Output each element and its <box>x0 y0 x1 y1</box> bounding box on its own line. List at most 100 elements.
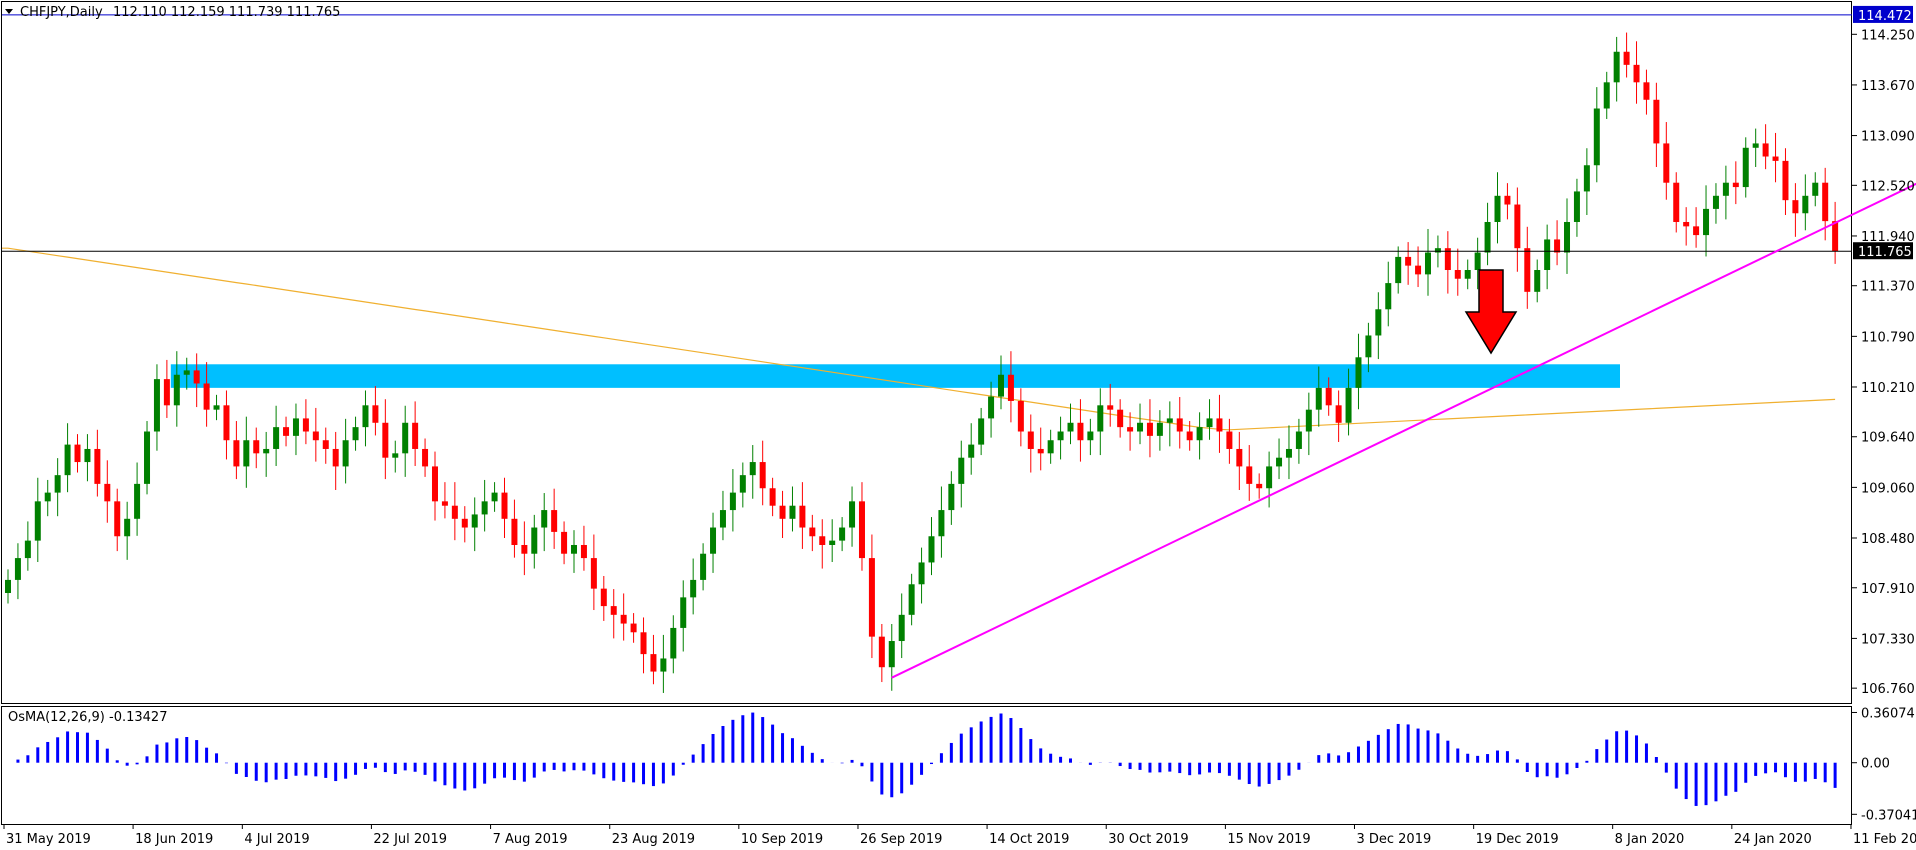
candle-body <box>14 558 21 580</box>
time-tick-label: 4 Jul 2019 <box>244 832 309 847</box>
candle-body <box>1712 195 1719 209</box>
candle-body <box>938 510 945 537</box>
candle-body <box>1196 427 1203 441</box>
time-tick-label: 22 Jul 2019 <box>373 832 447 847</box>
candle-body <box>5 579 11 594</box>
candle-body <box>650 654 657 672</box>
candle-body <box>968 444 975 458</box>
candle-body <box>1564 221 1571 253</box>
time-tick-label: 14 Oct 2019 <box>989 832 1069 847</box>
time-tick-label: 8 Jan 2020 <box>1615 832 1685 847</box>
osma-tick-label: 0.00 <box>1861 757 1890 772</box>
candle-body <box>1524 248 1531 292</box>
candle-body <box>541 510 548 528</box>
candle-body <box>1613 51 1620 83</box>
candle-body <box>531 527 538 554</box>
candle-body <box>1216 418 1223 432</box>
price-tick-label: 106.760 <box>1861 682 1915 697</box>
candle-body <box>1047 440 1054 454</box>
candle-body <box>590 558 597 589</box>
candle-body <box>1484 221 1491 253</box>
candle-body <box>124 518 131 537</box>
candle-body <box>988 396 995 419</box>
candle-body <box>302 418 309 432</box>
candle-body <box>1037 448 1044 454</box>
dropdown-triangle-icon[interactable] <box>5 9 13 14</box>
candle-body <box>153 379 160 432</box>
time-tick-label: 15 Nov 2019 <box>1227 832 1310 847</box>
candle-body <box>412 422 419 449</box>
candle-body <box>1703 208 1710 236</box>
osma-title: OsMA(12,26,9) -0.13427 <box>8 710 167 725</box>
candle-body <box>471 514 478 528</box>
candle-body <box>1345 387 1352 423</box>
moving-average-line <box>2 247 1836 431</box>
candle-body <box>690 579 697 598</box>
candle-body <box>1186 431 1193 441</box>
candle-body <box>253 440 260 454</box>
candle-body <box>789 505 796 519</box>
candle-body <box>1593 108 1600 166</box>
candle-body <box>54 475 61 493</box>
candle-body <box>1246 466 1253 484</box>
candle-body <box>858 501 865 559</box>
candle-body <box>898 614 905 642</box>
candle-body <box>1256 483 1263 489</box>
candle-body <box>1266 466 1273 489</box>
candle-body <box>1693 226 1700 236</box>
time-tick-label: 23 Aug 2019 <box>612 832 695 847</box>
candle-body <box>1722 182 1729 196</box>
candle-body <box>1772 156 1779 161</box>
candle-body <box>292 418 299 436</box>
candle-body <box>759 462 766 489</box>
candle-body <box>1424 252 1431 275</box>
candle-body <box>1653 99 1660 144</box>
candle-body <box>1335 405 1342 423</box>
time-tick-label: 24 Jan 2020 <box>1734 832 1812 847</box>
candle-body <box>561 531 568 554</box>
candle-body <box>1375 309 1382 336</box>
time-tick-label: 19 Dec 2019 <box>1476 832 1559 847</box>
candle-body <box>84 448 91 463</box>
support-zone <box>170 364 1620 388</box>
candle-body <box>511 518 518 545</box>
price-tick-label: 112.520 <box>1861 179 1915 194</box>
candle-body <box>1822 182 1829 222</box>
price-tick-label: 107.330 <box>1861 632 1915 647</box>
candle-body <box>1534 270 1541 292</box>
candle-body <box>908 584 915 615</box>
osma-tick-label: -0.37041 <box>1861 808 1916 823</box>
candle-body <box>670 627 677 659</box>
candle-body <box>1325 387 1332 406</box>
time-tick-label: 7 Aug 2019 <box>493 832 568 847</box>
candle-body <box>1276 457 1283 467</box>
candle-body <box>1087 431 1094 441</box>
candle-body <box>571 544 578 554</box>
price-tick-label: 110.790 <box>1861 330 1915 345</box>
candle-body <box>1117 409 1124 428</box>
time-tick-label: 10 Sep 2019 <box>741 832 823 847</box>
candle-body <box>1752 143 1759 148</box>
candle-body <box>680 597 687 628</box>
candle-body <box>392 453 399 458</box>
candle-body <box>441 501 448 506</box>
candle-body <box>1097 405 1104 432</box>
candle-body <box>1633 64 1640 83</box>
candle-body <box>1583 165 1590 192</box>
price-tick-label: 108.480 <box>1861 532 1915 547</box>
candle-body <box>1663 143 1670 183</box>
candle-body <box>660 658 667 672</box>
time-tick-label: 31 May 2019 <box>6 832 91 847</box>
candle-body <box>273 427 280 449</box>
candle-body <box>1127 427 1134 432</box>
candle-body <box>829 540 836 545</box>
candle-body <box>1107 405 1114 410</box>
candle-body <box>918 562 925 585</box>
candle-body <box>749 462 756 476</box>
candle-body <box>630 623 637 633</box>
candle-body <box>878 636 885 668</box>
high-price-label-box <box>1853 5 1913 23</box>
candle-body <box>888 641 895 668</box>
candle-body <box>64 444 71 476</box>
